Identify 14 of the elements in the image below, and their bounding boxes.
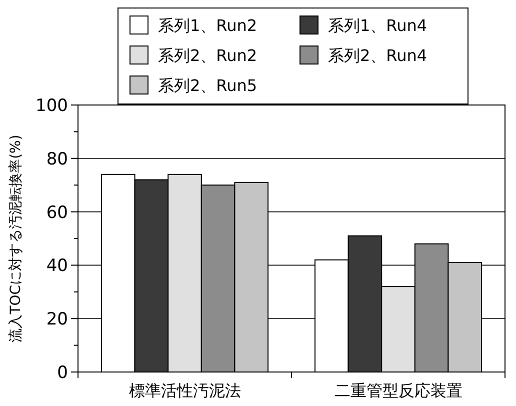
- y-tick-label: 20: [46, 310, 68, 330]
- legend-label: 系列1、Run4: [328, 16, 428, 35]
- y-tick-label: 100: [36, 96, 68, 116]
- y-tick-label: 80: [46, 149, 68, 170]
- y-tick-label: 0: [57, 363, 68, 383]
- y-tick-label: 40: [46, 256, 68, 276]
- x-tick-label: 標準活性汚泥法: [128, 381, 241, 400]
- legend-label: 系列2、Run2: [158, 46, 258, 65]
- y-axis-title: 流入TOCに対する汚泥転換率(%): [8, 134, 24, 342]
- x-tick-label: 二重管型反応装置: [334, 381, 462, 400]
- legend-label: 系列1、Run2: [158, 16, 258, 35]
- y-tick-label: 60: [46, 202, 68, 223]
- legend-label: 系列2、Run5: [158, 76, 258, 95]
- legend-label: 系列2、Run4: [328, 46, 428, 65]
